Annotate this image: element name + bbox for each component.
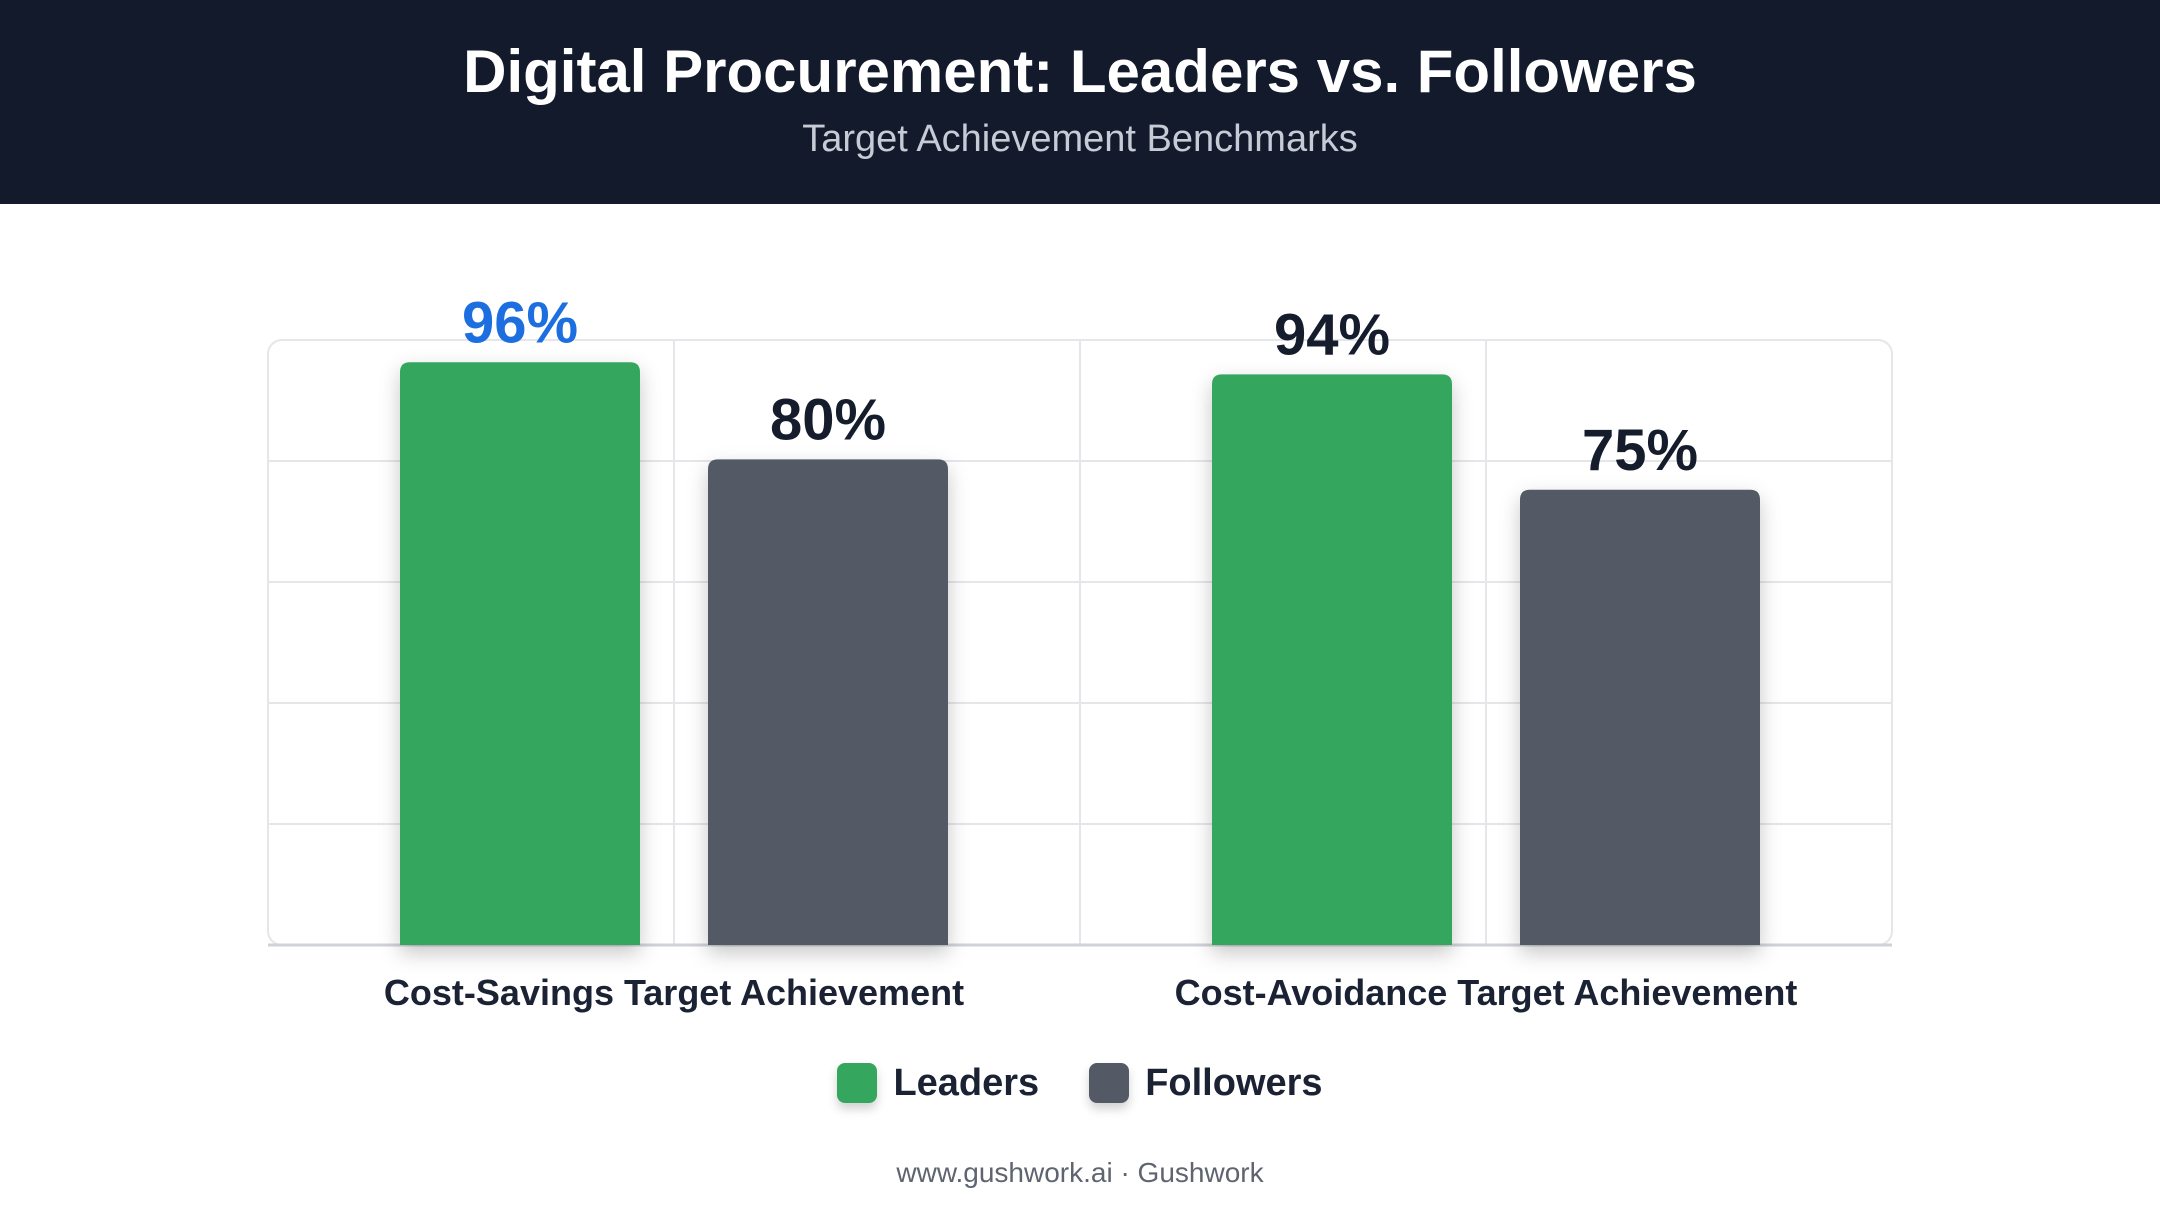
legend-item-leaders: Leaders: [837, 1062, 1039, 1105]
footer-credit: www.gushwork.ai · Gushwork: [896, 1157, 1264, 1188]
header-band: Digital Procurement: Leaders vs. Followe…: [0, 0, 2160, 204]
bar-followers-1: [1520, 489, 1760, 945]
bar-followers-0: [708, 459, 948, 945]
chart-subtitle: Target Achievement Benchmarks: [802, 118, 1358, 160]
legend-item-followers: Followers: [1089, 1061, 1323, 1105]
data-label-followers-1: 75%: [1582, 418, 1698, 483]
legend-swatch-followers: [1089, 1063, 1130, 1103]
category-label-1: Cost-Avoidance Target Achievement: [1175, 972, 1798, 1013]
legend-label-leaders: Leaders: [893, 1061, 1040, 1104]
legend-label-followers: Followers: [1145, 1061, 1323, 1104]
legend-swatch-leaders: [837, 1063, 878, 1103]
legend: Leaders Followers: [0, 1060, 2160, 1106]
bar-leaders-0: [400, 362, 640, 945]
data-label-leaders-0: 96%: [462, 290, 578, 355]
category-label-0: Cost-Savings Target Achievement: [384, 972, 964, 1013]
data-label-leaders-1: 94%: [1274, 302, 1390, 367]
chart-title: Digital Procurement: Leaders vs. Followe…: [463, 38, 1697, 105]
data-label-followers-0: 80%: [770, 387, 886, 452]
bar-leaders-1: [1212, 374, 1452, 945]
